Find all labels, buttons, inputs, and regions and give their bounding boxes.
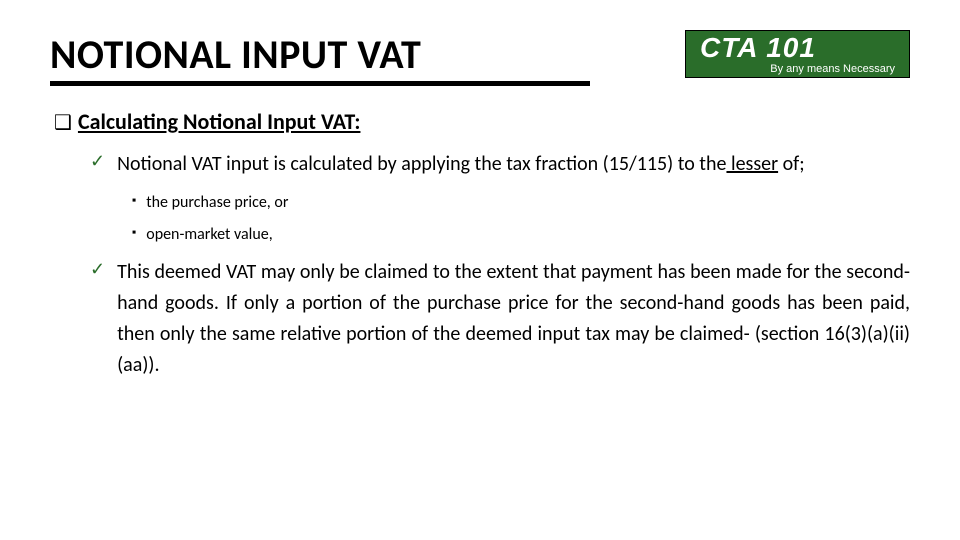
check-text-1: Notional VAT input is calculated by appl… — [117, 149, 910, 180]
check-item-2: ✓ This deemed VAT may only be claimed to… — [54, 257, 910, 381]
slide: NOTIONAL INPUT VAT CTA 101 By any means … — [0, 0, 960, 540]
title-wrap: NOTIONAL INPUT VAT — [50, 30, 685, 86]
subheading-text: Calculating Notional Input VAT: — [78, 108, 361, 135]
body: ❑ Calculating Notional Input VAT: ✓ Noti… — [50, 86, 910, 381]
square-bullet-small-icon: ▪ — [132, 192, 136, 211]
check-item-1: ✓ Notional VAT input is calculated by ap… — [54, 149, 910, 180]
logo-badge: CTA 101 By any means Necessary — [685, 30, 910, 78]
check1-underline: lesser — [726, 152, 778, 176]
square-bullet-small-icon: ▪ — [132, 224, 136, 243]
square-bullet-icon: ❑ — [54, 113, 72, 133]
header-row: NOTIONAL INPUT VAT CTA 101 By any means … — [50, 30, 910, 86]
check1-post: of; — [778, 152, 805, 176]
logo-sub-text: By any means Necessary — [770, 63, 895, 75]
check-icon: ✓ — [90, 149, 105, 174]
subheading-row: ❑ Calculating Notional Input VAT: — [54, 108, 910, 135]
check-icon: ✓ — [90, 257, 105, 282]
slide-title: NOTIONAL INPUT VAT — [50, 30, 685, 79]
check1-pre: Notional VAT input is calculated by appl… — [117, 152, 726, 176]
sub-item-1: ▪ the purchase price, or — [54, 192, 910, 214]
sub-item-2: ▪ open-market value, — [54, 224, 910, 246]
sub-text-1: the purchase price, or — [146, 192, 288, 214]
title-underline — [50, 81, 590, 86]
check-text-2: This deemed VAT may only be claimed to t… — [117, 257, 910, 381]
logo-main-text: CTA 101 — [700, 32, 816, 64]
sub-text-2: open-market value, — [146, 224, 272, 246]
